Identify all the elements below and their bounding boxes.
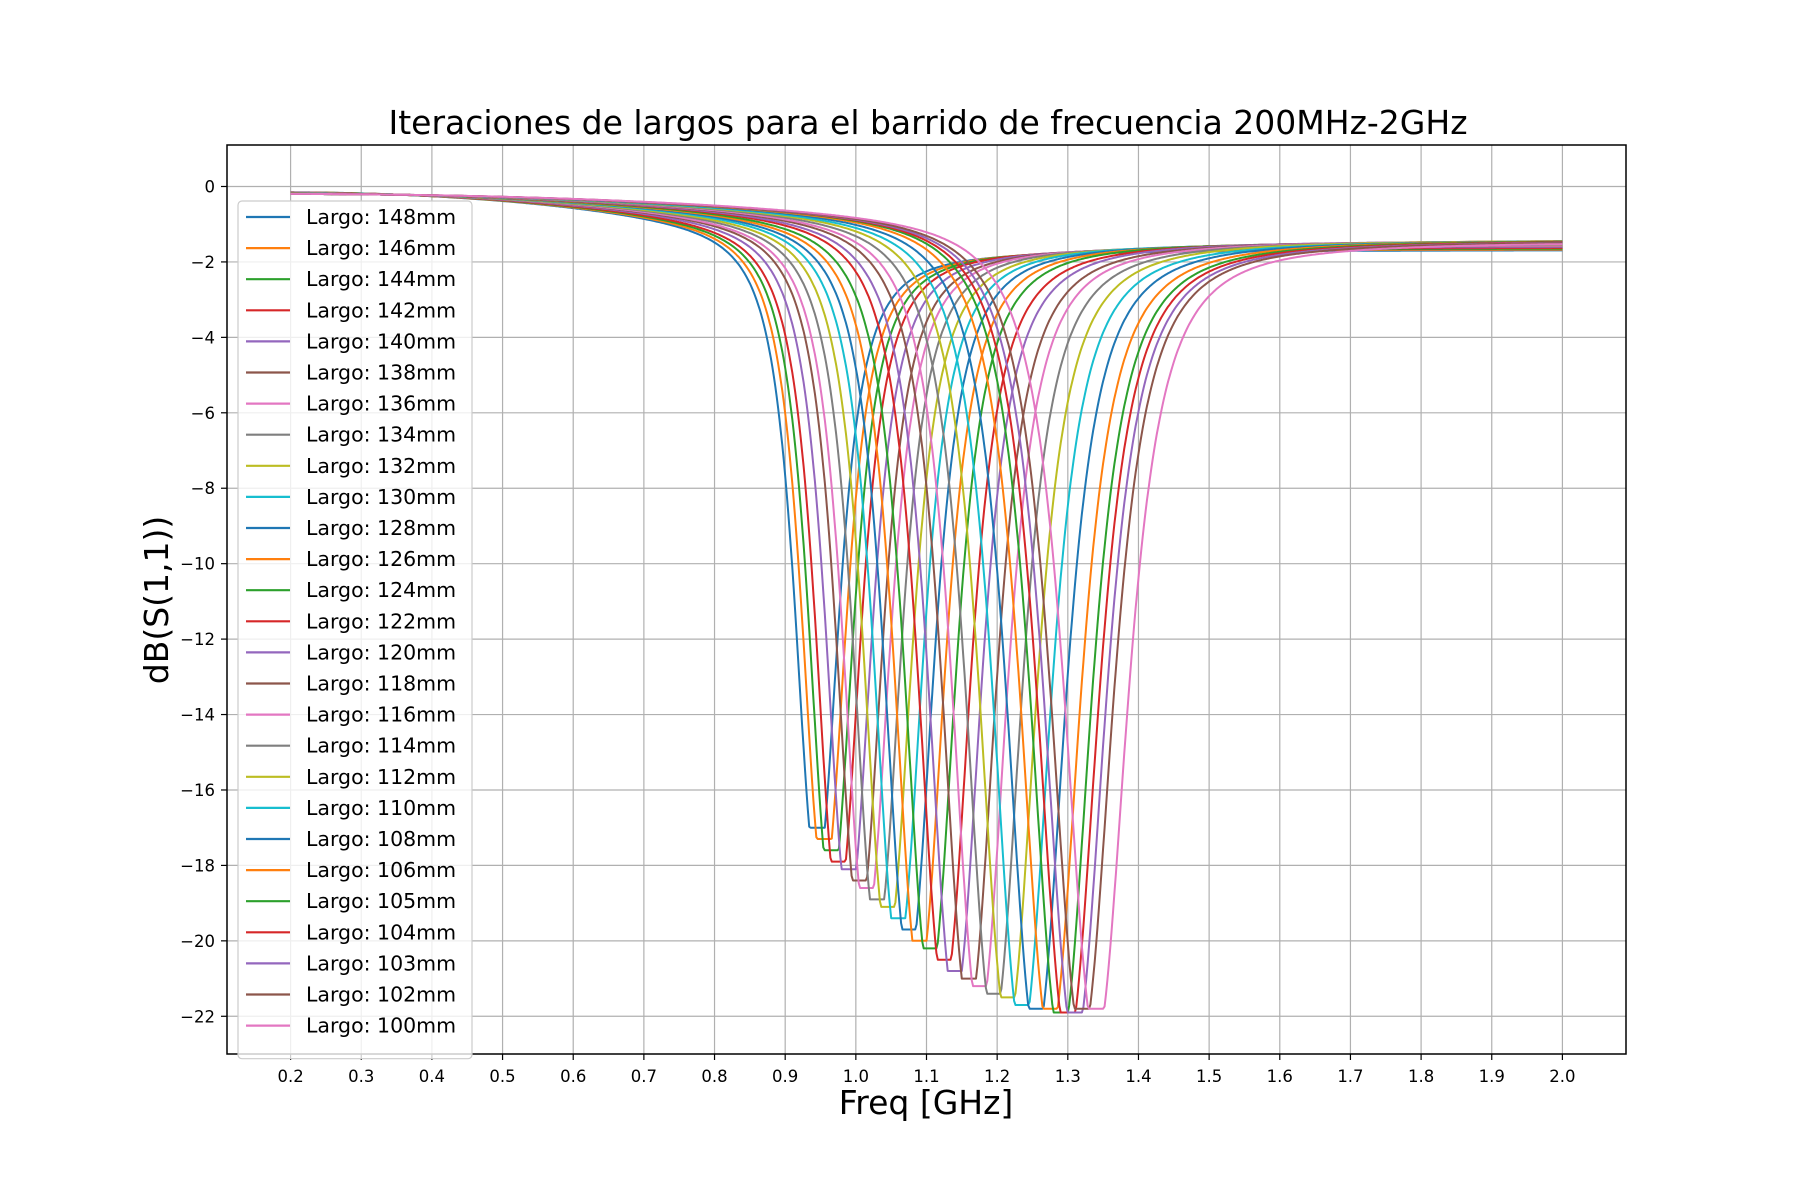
legend-entry-label: Largo: 100mm bbox=[306, 1014, 456, 1038]
series-layer bbox=[290, 191, 1563, 1014]
legend-entry-label: Largo: 114mm bbox=[306, 734, 456, 758]
legend-entry-label: Largo: 146mm bbox=[306, 236, 456, 260]
x-tick-label: 0.2 bbox=[277, 1067, 303, 1086]
legend-entry-label: Largo: 103mm bbox=[306, 951, 456, 975]
x-tick-label: 0.5 bbox=[489, 1067, 515, 1086]
legend-entry-label: Largo: 118mm bbox=[306, 672, 456, 696]
y-tick-label: −18 bbox=[180, 856, 215, 875]
y-axis-ticks: 0 −2 −4 −6 −8 −10 −12 −14 −16 −18 −20 −22 bbox=[180, 177, 227, 1026]
y-tick-label: −22 bbox=[180, 1007, 215, 1026]
legend-entry-label: Largo: 130mm bbox=[306, 485, 456, 509]
y-tick-label: −6 bbox=[191, 404, 215, 423]
legend-entry-label: Largo: 110mm bbox=[306, 796, 456, 820]
y-tick-label: −14 bbox=[180, 706, 215, 725]
legend-entry-label: Largo: 128mm bbox=[306, 516, 456, 540]
x-tick-label: 1.9 bbox=[1479, 1067, 1505, 1086]
legend-entry-label: Largo: 126mm bbox=[306, 547, 456, 571]
legend-entry-label: Largo: 138mm bbox=[306, 361, 456, 385]
y-axis-label: dB(S(1,1)) bbox=[137, 516, 176, 685]
x-tick-label: 0.4 bbox=[419, 1067, 445, 1086]
x-tick-label: 1.7 bbox=[1337, 1067, 1363, 1086]
x-tick-label: 0.9 bbox=[772, 1067, 798, 1086]
y-tick-label: −10 bbox=[180, 555, 215, 574]
x-tick-label: 1.6 bbox=[1267, 1067, 1293, 1086]
legend-entry-label: Largo: 148mm bbox=[306, 205, 456, 229]
legend-entry-label: Largo: 132mm bbox=[306, 454, 456, 478]
series-line bbox=[290, 192, 1563, 1010]
y-tick-label: −8 bbox=[191, 479, 215, 498]
y-tick-label: −4 bbox=[191, 328, 215, 347]
x-tick-label: 0.7 bbox=[631, 1067, 657, 1086]
y-tick-label: −2 bbox=[191, 253, 215, 272]
x-tick-label: 1.0 bbox=[843, 1067, 869, 1086]
legend-entry-label: Largo: 105mm bbox=[306, 889, 456, 913]
legend-entry-label: Largo: 140mm bbox=[306, 329, 456, 353]
legend-entry-label: Largo: 124mm bbox=[306, 578, 456, 602]
legend-entry-label: Largo: 142mm bbox=[306, 298, 456, 322]
legend-entry-label: Largo: 134mm bbox=[306, 423, 456, 447]
legend-entry-label: Largo: 108mm bbox=[306, 827, 456, 851]
legend-entry-label: Largo: 112mm bbox=[306, 765, 456, 789]
legend-entry-label: Largo: 136mm bbox=[306, 392, 456, 416]
legend-entry-label: Largo: 116mm bbox=[306, 703, 456, 727]
y-tick-label: −16 bbox=[180, 781, 215, 800]
legend-entry-label: Largo: 104mm bbox=[306, 920, 456, 944]
chart-title: Iteraciones de largos para el barrido de… bbox=[388, 103, 1467, 142]
x-tick-label: 1.2 bbox=[984, 1067, 1010, 1086]
x-tick-label: 1.5 bbox=[1196, 1067, 1222, 1086]
x-axis-ticks: 0.2 0.3 0.4 0.5 0.6 0.7 0.8 0.9 1.0 1.1 1.2 1.3 1.4 1… bbox=[277, 1054, 1576, 1086]
x-tick-label: 0.6 bbox=[560, 1067, 586, 1086]
x-tick-label: 0.8 bbox=[701, 1067, 727, 1086]
x-tick-label: 1.4 bbox=[1125, 1067, 1151, 1086]
legend-box bbox=[237, 200, 473, 1060]
x-tick-label: 1.1 bbox=[913, 1067, 939, 1086]
legend-entry-label: Largo: 144mm bbox=[306, 267, 456, 291]
legend-entry-label: Largo: 120mm bbox=[306, 640, 456, 664]
y-tick-label: 0 bbox=[205, 177, 216, 196]
y-tick-label: −20 bbox=[180, 932, 215, 951]
x-axis-label: Freq [GHz] bbox=[839, 1083, 1014, 1122]
x-tick-label: 2.0 bbox=[1549, 1067, 1575, 1086]
y-tick-label: −12 bbox=[180, 630, 215, 649]
legend-entry-label: Largo: 122mm bbox=[306, 609, 456, 633]
legend-entry-label: Largo: 102mm bbox=[306, 983, 456, 1007]
x-tick-label: 0.3 bbox=[348, 1067, 374, 1086]
x-tick-label: 1.8 bbox=[1408, 1067, 1434, 1086]
legend-entry-label: Largo: 106mm bbox=[306, 858, 456, 882]
x-tick-label: 1.3 bbox=[1055, 1067, 1081, 1086]
legend: Largo: 148mm Largo: 146mm Largo: 144mm Larg… bbox=[237, 200, 473, 1060]
